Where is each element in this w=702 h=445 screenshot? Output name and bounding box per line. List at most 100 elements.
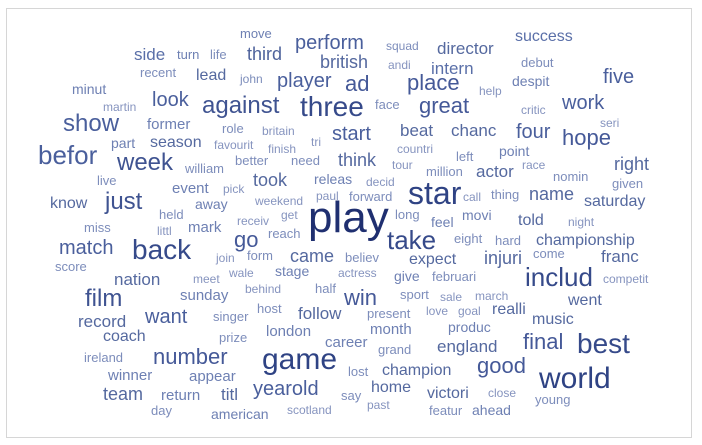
word: believ	[345, 250, 379, 265]
word: score	[55, 259, 87, 274]
word: match	[59, 237, 114, 259]
word: meet	[193, 272, 220, 286]
word: star	[408, 175, 462, 211]
word: record	[78, 312, 127, 331]
word: held	[159, 207, 184, 222]
word: march	[475, 289, 509, 303]
word: british	[320, 52, 369, 72]
word: live	[97, 173, 117, 188]
word: win	[344, 285, 378, 310]
word: franc	[601, 247, 639, 266]
word: john	[240, 72, 263, 86]
word: england	[437, 337, 498, 356]
word: film	[85, 285, 123, 312]
word: releas	[314, 171, 353, 187]
word: role	[222, 121, 244, 136]
word: lost	[348, 364, 369, 379]
word: get	[281, 208, 298, 222]
word: favourit	[214, 138, 254, 152]
word: music	[532, 311, 574, 328]
word: nation	[114, 270, 161, 289]
word: know	[50, 195, 88, 212]
word: actress	[338, 266, 377, 280]
word: left	[456, 149, 474, 164]
word: give	[394, 268, 420, 284]
word: half	[315, 281, 336, 296]
word: event	[172, 180, 209, 197]
word: britain	[262, 124, 295, 138]
word: back	[132, 234, 192, 265]
word: ad	[345, 71, 370, 96]
word: think	[338, 150, 377, 170]
word: month	[370, 321, 412, 338]
word: best	[577, 328, 630, 359]
word: behind	[245, 282, 282, 296]
word: take	[387, 225, 437, 255]
word: tri	[311, 135, 321, 149]
word: went	[568, 292, 602, 309]
word: go	[234, 227, 259, 252]
word: seri	[600, 116, 620, 130]
word: look	[152, 89, 189, 111]
word: reach	[268, 226, 301, 241]
word: race	[522, 158, 546, 172]
word: career	[325, 334, 368, 351]
word: move	[240, 26, 272, 41]
word: place	[407, 70, 460, 95]
word: given	[612, 176, 644, 191]
word: third	[247, 44, 283, 64]
word: against	[202, 92, 280, 119]
word: prize	[219, 330, 248, 345]
word: hope	[562, 125, 611, 150]
word: better	[235, 153, 269, 168]
word: squad	[386, 39, 419, 53]
word: despit	[512, 73, 550, 89]
word: help	[479, 84, 502, 98]
word: took	[253, 170, 288, 190]
word: finish	[268, 142, 297, 156]
word: realli	[492, 301, 526, 318]
word: player	[277, 70, 332, 92]
word: turn	[177, 47, 200, 62]
word: sale	[440, 290, 463, 304]
word: stage	[275, 263, 310, 279]
word: grand	[378, 342, 412, 357]
word: right	[614, 154, 650, 174]
word: competit	[603, 272, 649, 286]
word: need	[291, 153, 320, 168]
word: intern	[431, 59, 474, 78]
word: point	[499, 143, 530, 159]
word: director	[437, 39, 494, 58]
word: martin	[103, 100, 137, 114]
word: came	[290, 246, 335, 266]
word: away	[195, 196, 228, 212]
word: william	[185, 161, 224, 176]
word: movi	[462, 207, 492, 223]
word: world	[539, 362, 611, 395]
word: miss	[84, 220, 111, 235]
word: told	[518, 212, 544, 229]
word: forward	[349, 189, 393, 204]
word: decid	[366, 175, 395, 189]
word: close	[488, 386, 517, 400]
word: titl	[221, 385, 238, 404]
word: sport	[400, 287, 429, 302]
word: debut	[521, 55, 554, 70]
word: includ	[525, 262, 593, 292]
word: american	[211, 406, 269, 422]
word: feel	[431, 214, 454, 230]
word: recent	[140, 65, 177, 80]
word: three	[300, 91, 364, 122]
word: come	[533, 246, 565, 261]
word: side	[134, 45, 166, 64]
word: chanc	[451, 121, 497, 140]
word: team	[103, 384, 144, 404]
word: mark	[188, 219, 222, 236]
word: yearold	[253, 378, 319, 400]
word: join	[216, 251, 235, 265]
word: start	[332, 123, 371, 145]
word: host	[257, 301, 282, 316]
word: four	[516, 121, 551, 143]
word: wale	[229, 266, 254, 280]
word: hard	[495, 233, 522, 248]
